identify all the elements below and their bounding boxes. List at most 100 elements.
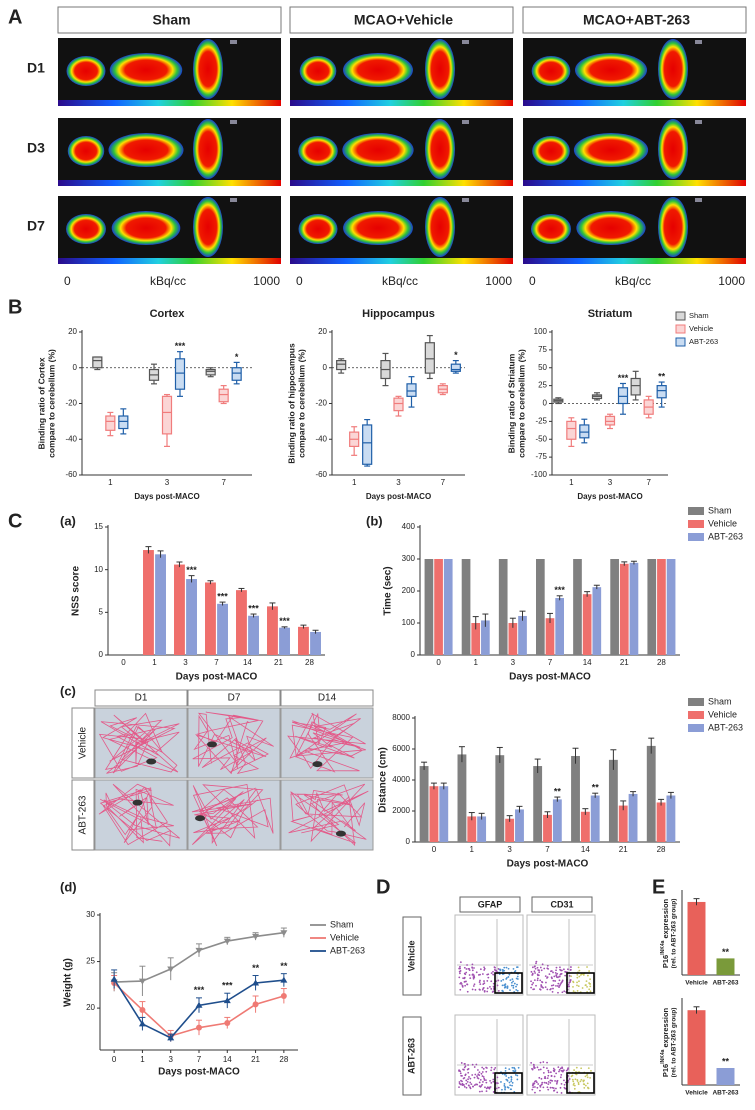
scan-sagittal [342,133,414,167]
flow-dot [513,982,516,985]
of-header: D7 [228,693,241,704]
chart-title: Hippocampus [362,308,435,320]
y-label-part: P16 [661,1064,670,1077]
y-label-sup: INK4a [660,1049,666,1063]
flow-dot [548,973,551,976]
x-tick-label: 14 [581,845,590,854]
x-tick-label: 1 [108,478,113,487]
flow-dot [465,971,468,974]
y-axis-label: (rel. to ABT-263 group) [671,899,678,969]
flow-dot [478,981,481,983]
flow-dot [586,1082,589,1085]
y-tick-label: 15 [94,522,103,531]
flow-dot [470,1083,473,1086]
significance: *** [554,585,565,595]
flow-dot [465,1079,468,1082]
x-tick-label: 3 [511,658,516,667]
flow-dot [469,977,472,979]
flow-dot [535,962,537,965]
y-axis-label: Binding ratio of Cortex [36,357,46,449]
flow-dot [486,987,489,990]
x-tick-label: 21 [274,658,283,667]
flow-dot [504,1086,507,1088]
flow-dot [555,1072,558,1075]
bar [515,809,524,842]
significance: *** [618,373,629,383]
scan-coronal [532,136,570,166]
box [174,358,186,390]
flow-dot [586,1074,588,1077]
box [566,420,577,440]
bar [505,818,515,842]
x-tick-label: 14 [583,658,592,667]
flow-dot [569,968,572,971]
flow-dot [533,1082,536,1085]
flow-dot [572,985,574,988]
bar [217,603,228,655]
flow-dot [492,985,495,988]
flow-dot [563,1086,566,1089]
flow-dot [512,967,515,970]
flow-dot [537,1083,540,1085]
flow-dot [503,1083,506,1085]
flow-dot [571,1074,574,1077]
flow-dot [567,983,570,986]
flow-dot [506,985,509,988]
y-tick-label: 300 [402,554,416,563]
flow-dot [476,1075,478,1077]
flow-dot [514,1070,517,1073]
flow-dot [479,988,481,991]
flow-dot [555,1087,557,1090]
of-trace [192,711,274,775]
flow-dot [549,1081,552,1084]
flow-dot [567,1067,570,1070]
flow-dot [540,984,543,987]
flow-dot [536,1066,539,1069]
flow-dot [479,1078,482,1081]
marker [110,975,118,982]
flow-dot [488,1086,491,1089]
marker [195,947,203,954]
flow-dot [558,975,561,978]
flow-dot [465,1086,468,1089]
flow-dot [541,986,544,988]
flow-dot [502,978,505,981]
x-axis-label: Days post-MACO [134,492,199,501]
flow-dot [516,978,519,980]
bar [205,582,216,655]
flow-dot [483,966,486,969]
panel-label: (a) [60,513,76,528]
x-tick-label: 3 [608,478,613,487]
x-tick-label: 7 [545,845,550,854]
y-axis-label: (rel. to ABT-263 group) [671,1008,678,1078]
flow-dot [501,1088,503,1091]
flow-dot [473,1076,476,1079]
flow-dot [458,1082,461,1085]
flow-dot [481,1066,484,1069]
flow-dot [487,976,490,979]
flow-dot [472,985,475,987]
flow-gate [566,1072,595,1094]
bar [646,745,656,842]
flow-dot [560,1082,563,1085]
flow-dot [536,979,539,982]
box [362,424,373,465]
flow-dot [561,969,563,972]
flow-dot [568,981,571,984]
y-axis-label: P16INK4a expression [660,1007,670,1077]
legend-label: Vehicle [330,932,359,942]
y-tick-label: -50 [535,434,547,443]
scan-sagittal [109,53,183,87]
flow-dot [560,1073,563,1076]
y-tick-label: 4000 [392,775,410,784]
y-tick-label: 10 [94,565,103,574]
of-trace [287,712,366,773]
y-tick-label: -20 [315,399,327,408]
bar [582,594,592,655]
color-scale [58,180,281,186]
flow-dot [568,1078,571,1080]
bar [236,590,247,655]
flow-dot [490,988,493,990]
flow-dot [516,989,519,992]
flow-dot [576,981,578,984]
